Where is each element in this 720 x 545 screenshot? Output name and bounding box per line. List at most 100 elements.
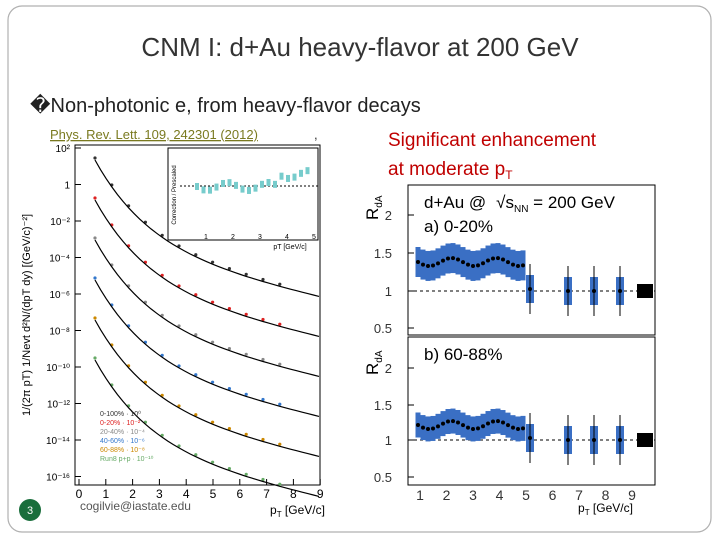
y-tick-label: 0.5 [374, 470, 392, 485]
marker [93, 196, 97, 200]
point [486, 421, 490, 426]
y-tick-label: 10⁻¹⁴ [46, 436, 70, 447]
marker [194, 253, 198, 257]
panel-label: a) 0-20% [424, 217, 493, 236]
inset-point [266, 179, 271, 187]
fit-curve [94, 159, 320, 297]
y-tick-label: 1 [385, 284, 392, 299]
legend-entry: 0-100% · 10⁰ [100, 410, 141, 418]
point [592, 438, 596, 442]
point [456, 257, 460, 262]
x-tick-label: 3 [156, 487, 163, 501]
point [496, 256, 500, 261]
marker [211, 380, 215, 384]
inset-x-tick-label: 5 [312, 234, 316, 241]
y-label-sub: dA [374, 195, 385, 208]
marker [194, 333, 198, 337]
marker [261, 437, 265, 442]
y-tick-label: 1 [64, 181, 70, 192]
point [491, 256, 495, 261]
inset-point [279, 172, 284, 180]
inset-point [221, 179, 225, 187]
marker [211, 260, 215, 264]
inset-x-tick-label: 1 [204, 234, 208, 241]
energy-sub: NN [514, 204, 528, 215]
marker [194, 453, 198, 457]
y-tick-label: 1.5 [374, 398, 392, 413]
system: d+Au @ [424, 193, 486, 212]
marker [211, 340, 215, 344]
point [441, 258, 445, 263]
plot-frame [74, 144, 321, 486]
marker [244, 312, 248, 316]
legend-entry: 60-88% · 10⁻⁸ [100, 447, 145, 454]
point [416, 260, 420, 264]
inset-x-tick-label: 3 [258, 234, 262, 241]
inset-point [292, 173, 297, 181]
marker [261, 317, 265, 322]
x-tick-label: 6 [549, 487, 557, 503]
marker [211, 420, 215, 424]
marker [211, 460, 215, 464]
y-tick-label: 10⁻¹⁶ [46, 473, 70, 484]
inset-x-tick-label: 4 [285, 234, 289, 241]
inset-point [299, 169, 303, 177]
point [506, 260, 510, 265]
point [436, 261, 440, 266]
point [446, 256, 450, 261]
point [521, 426, 525, 431]
marker [93, 236, 97, 240]
y-tick-label: 1 [385, 433, 392, 448]
point [618, 438, 622, 442]
x-axis-label: pT [GeV/c] [578, 501, 633, 517]
point [466, 425, 470, 430]
x-tick-label: 2 [443, 487, 451, 503]
energy-value: = 200 GeV [528, 193, 615, 212]
marker [177, 244, 181, 248]
y-axis-label: RdA [363, 195, 385, 220]
marker [93, 316, 97, 320]
inset-point [227, 179, 232, 187]
right-figure: d+Au @ √sNN = 200 GeV a) 0-20% b) 60-88% … [363, 184, 656, 517]
inset-point [260, 180, 264, 188]
y-tick-label: 10⁻⁴ [49, 254, 70, 265]
x-tick-label: 8 [290, 487, 297, 501]
inset-frame [167, 147, 319, 241]
system-label: d+Au @ √sNN = 200 GeV [424, 193, 616, 215]
x-tick-label: 9 [317, 487, 324, 501]
inset-point [208, 186, 212, 194]
x-tick-label: 3 [469, 487, 477, 503]
inset-y-label: Correction / Prescaled [172, 165, 178, 224]
marker [227, 307, 231, 311]
legend-entry: Run8 p+p · 10⁻¹⁰ [100, 455, 154, 463]
point [511, 262, 515, 267]
y-tick-label: 2 [385, 361, 392, 376]
point [431, 263, 435, 268]
point [476, 426, 480, 431]
y-tick-label: 1.5 [374, 246, 392, 261]
inset-point [195, 183, 199, 190]
email: cogilvie@iastate.edu [80, 499, 191, 513]
inset-point [286, 174, 290, 182]
marker [194, 293, 198, 297]
x-label-unit: [GeV/c] [590, 501, 633, 515]
marker [93, 356, 97, 360]
point [451, 419, 455, 424]
point [491, 419, 495, 424]
y-tick-label: 0.5 [374, 321, 392, 336]
x-tick-label: 0 [76, 487, 83, 501]
norm-box [637, 433, 653, 447]
marker [278, 402, 282, 406]
reference[interactable]: Phys. Rev. Lett. 109, 242301 (2012) [50, 127, 258, 142]
marker [227, 387, 231, 391]
marker [261, 397, 265, 402]
point [618, 289, 622, 293]
x-tick-label: 2 [129, 487, 136, 501]
point [471, 426, 475, 431]
marker [244, 352, 248, 356]
bullet-text: Non-photonic e, from heavy-flavor decays [51, 95, 421, 117]
fit-curve [94, 199, 320, 337]
marker [177, 444, 181, 448]
point [496, 419, 500, 424]
